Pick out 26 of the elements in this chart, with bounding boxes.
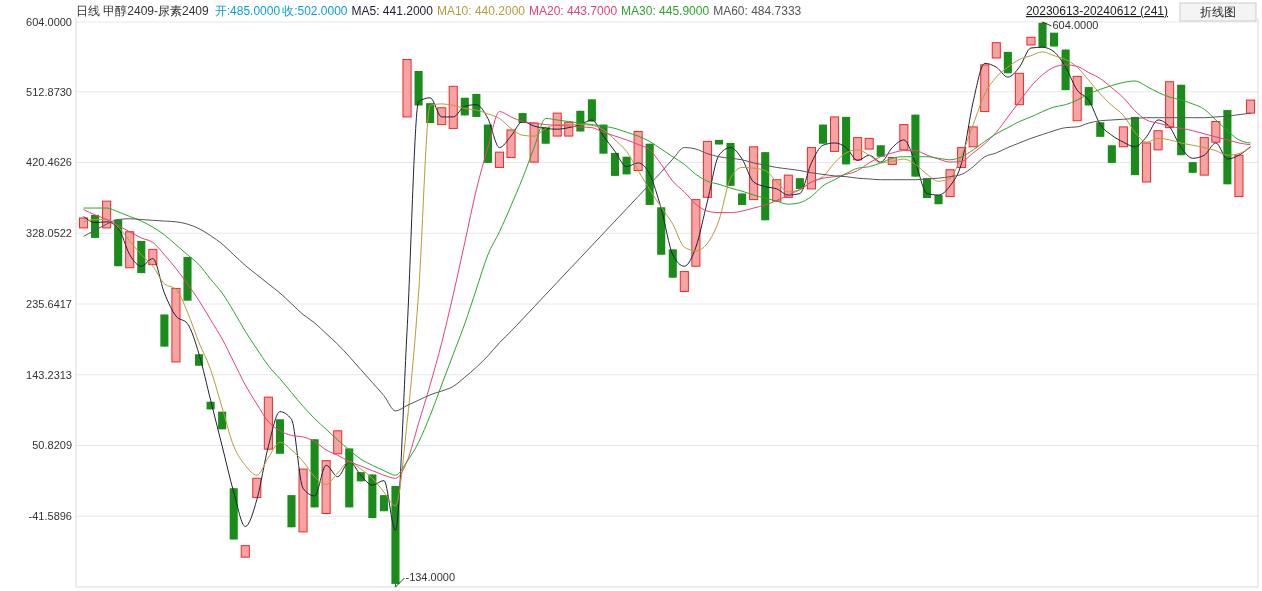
y-tick-label: 420.4626 [26, 156, 72, 169]
candlestick [587, 98, 596, 123]
text: 收:502.0000 [282, 4, 348, 18]
y-tick-label: 235.6417 [26, 297, 72, 310]
text: 开:485.0000 [214, 4, 281, 18]
text: MA60: 484.7333 [713, 4, 802, 18]
candlestick [679, 271, 689, 292]
candlestick [853, 137, 863, 161]
candlestick [1118, 126, 1128, 148]
y-tick-label: 604.0000 [26, 15, 72, 28]
y-tick-label: 143.2313 [26, 368, 72, 381]
annotation: 604.0000 [1052, 19, 1099, 31]
text: 折线图 [1200, 5, 1236, 19]
annotation: -134.0000 [405, 571, 456, 583]
text: MA5: 441.2000 [351, 4, 434, 18]
chart-title: 日线 甲醇2409-尿素2409 [76, 4, 210, 18]
candlestick [968, 126, 978, 148]
chart-subtitle: 20230613-20240612 (241) [1025, 4, 1168, 18]
text: MA20: 443.7000 [529, 4, 618, 18]
line-series [83, 112, 1251, 412]
y-tick-label: 328.0522 [26, 227, 72, 240]
text: MA10: 440.2000 [436, 4, 526, 18]
y-tick-label: 512.8730 [26, 85, 72, 98]
y-tick-label: 50.8209 [32, 439, 72, 452]
text: MA30: 445.9000 [621, 4, 710, 18]
y-tick-label: -41.5896 [28, 510, 72, 523]
